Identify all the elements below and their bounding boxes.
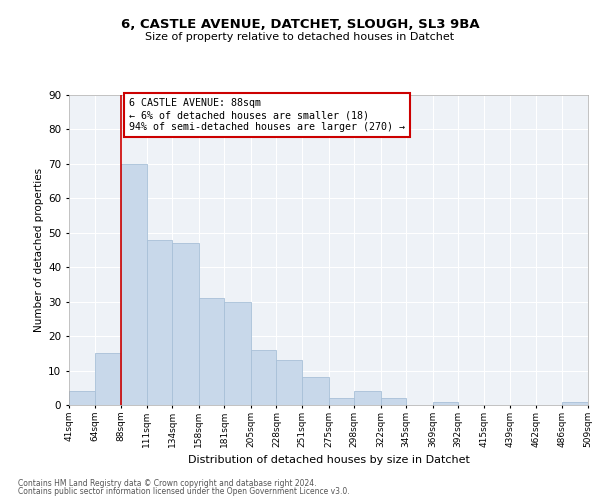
Bar xyxy=(354,391,380,405)
Bar xyxy=(95,354,121,405)
Bar xyxy=(172,243,199,405)
Bar xyxy=(121,164,146,405)
Text: Size of property relative to detached houses in Datchet: Size of property relative to detached ho… xyxy=(145,32,455,42)
Bar xyxy=(69,391,95,405)
Bar xyxy=(433,402,458,405)
Text: 6 CASTLE AVENUE: 88sqm
← 6% of detached houses are smaller (18)
94% of semi-deta: 6 CASTLE AVENUE: 88sqm ← 6% of detached … xyxy=(129,98,405,132)
Text: 6, CASTLE AVENUE, DATCHET, SLOUGH, SL3 9BA: 6, CASTLE AVENUE, DATCHET, SLOUGH, SL3 9… xyxy=(121,18,479,30)
Y-axis label: Number of detached properties: Number of detached properties xyxy=(34,168,44,332)
Text: Contains public sector information licensed under the Open Government Licence v3: Contains public sector information licen… xyxy=(18,487,350,496)
Text: Contains HM Land Registry data © Crown copyright and database right 2024.: Contains HM Land Registry data © Crown c… xyxy=(18,478,317,488)
Bar xyxy=(199,298,224,405)
Bar xyxy=(146,240,172,405)
Bar xyxy=(302,378,329,405)
Bar xyxy=(277,360,302,405)
Bar xyxy=(224,302,251,405)
Bar xyxy=(329,398,354,405)
X-axis label: Distribution of detached houses by size in Datchet: Distribution of detached houses by size … xyxy=(188,456,469,466)
Bar xyxy=(251,350,277,405)
Bar xyxy=(380,398,406,405)
Bar xyxy=(562,402,588,405)
